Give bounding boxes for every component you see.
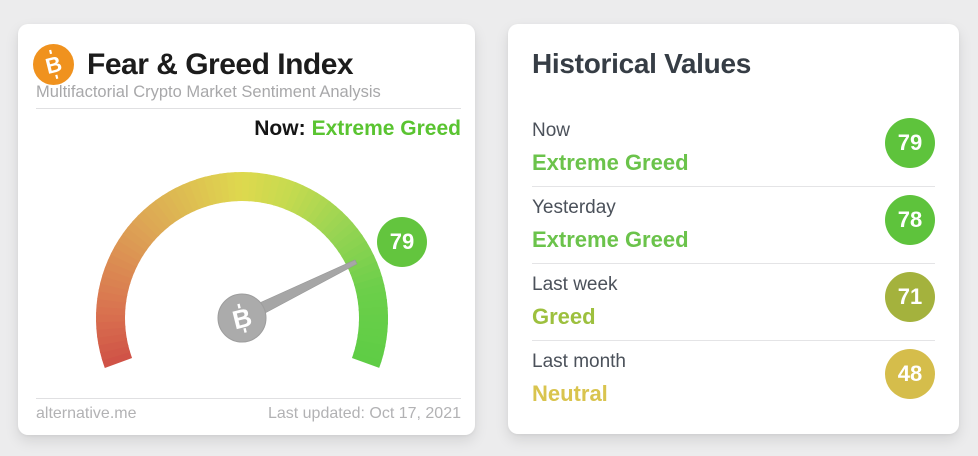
row-value-badge: 78 <box>885 195 935 245</box>
gauge-needle <box>238 259 358 325</box>
current-sentiment: Now: Extreme Greed <box>254 117 461 141</box>
svg-text:B: B <box>229 302 254 336</box>
history-row-last-month: Last month Neutral 48 <box>532 341 935 418</box>
historical-rows: Now Extreme Greed 79 Yesterday Extreme G… <box>532 110 935 418</box>
card-footer: alternative.me Last updated: Oct 17, 202… <box>36 405 461 423</box>
bitcoin-hub-icon: B <box>229 302 254 336</box>
row-label: Last week <box>532 274 618 295</box>
row-value-badge: 48 <box>885 349 935 399</box>
bitcoin-icon: B <box>33 44 74 85</box>
page-subtitle: Multifactorial Crypto Market Sentiment A… <box>36 83 381 101</box>
gauge-color-band <box>96 172 388 368</box>
now-value: Extreme Greed <box>311 117 461 140</box>
history-row-yesterday: Yesterday Extreme Greed 78 <box>532 187 935 264</box>
fear-greed-index-card: B Fear & Greed Index Multifactorial Cryp… <box>18 24 475 435</box>
svg-text:B: B <box>43 51 64 79</box>
history-row-now: Now Extreme Greed 79 <box>532 110 935 187</box>
row-classification: Extreme Greed <box>532 150 689 175</box>
row-value-badge: 79 <box>885 118 935 168</box>
history-row-last-week: Last week Greed 71 <box>532 264 935 341</box>
source-link[interactable]: alternative.me <box>36 405 137 422</box>
row-value-badge: 71 <box>885 272 935 322</box>
historical-values-card: Historical Values Now Extreme Greed 79 Y… <box>508 24 959 434</box>
row-classification: Extreme Greed <box>532 227 689 252</box>
row-classification: Neutral <box>532 381 608 406</box>
now-label: Now: <box>254 117 306 140</box>
last-updated-text: Last updated: Oct 17, 2021 <box>267 405 461 422</box>
header-divider <box>36 108 461 109</box>
row-label: Yesterday <box>532 197 616 218</box>
gauge-value-badge: 79 <box>377 217 427 267</box>
row-label: Last month <box>532 351 626 372</box>
row-classification: Greed <box>532 304 596 329</box>
gauge-hub <box>217 293 267 343</box>
row-label: Now <box>532 120 571 141</box>
historical-values-title: Historical Values <box>532 48 752 79</box>
card-header: B Fear & Greed Index <box>33 44 354 85</box>
footer-divider <box>36 398 461 399</box>
page-title: Fear & Greed Index <box>87 47 354 81</box>
